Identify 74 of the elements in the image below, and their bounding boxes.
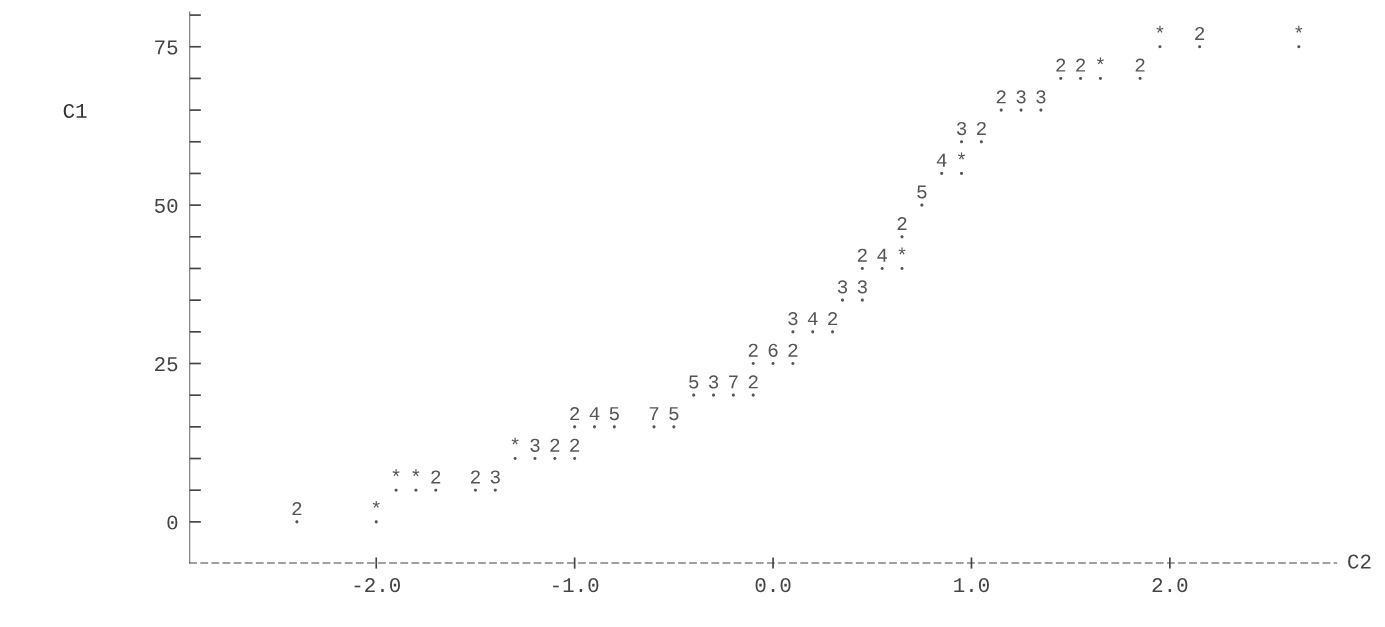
text: 2: [1135, 58, 1145, 72]
text: *: [1295, 25, 1303, 33]
text: 5: [917, 185, 927, 199]
text: 2: [1056, 58, 1066, 72]
text: 2: [996, 90, 1006, 104]
text: 3: [788, 312, 798, 326]
point: [1098, 76, 1102, 80]
x-tick-label: -1.0: [553, 578, 599, 593]
text: 2: [976, 121, 986, 135]
text: *: [1156, 25, 1164, 33]
point: [295, 520, 299, 524]
point: [860, 266, 864, 271]
text: 2: [788, 343, 798, 357]
x-tick-label: 1.0: [954, 578, 989, 593]
point: [1297, 45, 1301, 49]
text: 2: [828, 312, 838, 326]
text: 3: [857, 280, 867, 294]
point: [920, 203, 924, 207]
text: *: [1096, 57, 1104, 65]
point: [959, 171, 964, 175]
point: [751, 393, 755, 397]
text: 2: [748, 375, 758, 389]
text: *: [392, 469, 400, 477]
text: 2: [1195, 26, 1205, 40]
text: 2: [570, 438, 580, 452]
text: 3: [530, 438, 540, 452]
text: 3: [837, 280, 848, 294]
point: [533, 456, 537, 461]
text: 2: [857, 248, 867, 262]
text: 2: [748, 343, 758, 357]
text: 4: [807, 312, 818, 326]
point: [1039, 108, 1043, 112]
text: 2: [550, 438, 560, 452]
x-tick-label: 0.0: [755, 578, 791, 593]
y-tick-label: 75: [155, 40, 178, 55]
text: 4: [589, 407, 600, 421]
text: 2: [431, 470, 441, 484]
point: [900, 266, 904, 271]
series-label: 7: [729, 375, 738, 389]
text: 5: [689, 375, 699, 389]
text: 3: [1016, 90, 1026, 104]
point: [672, 425, 676, 429]
text: 3: [956, 121, 967, 136]
series-label: 5: [609, 407, 619, 421]
text: 2: [897, 216, 907, 230]
text: *: [372, 500, 380, 508]
point: [573, 456, 577, 461]
text: *: [898, 247, 906, 255]
text: 5: [669, 407, 679, 421]
y-tick-label: 25: [155, 357, 178, 372]
x-tick-label: -2.0: [354, 578, 400, 593]
series-label: 2: [1076, 58, 1086, 72]
x-axis-title: C2: [1348, 554, 1371, 569]
text: 3: [490, 470, 500, 484]
y-tick-label: 50: [154, 198, 178, 213]
series-label: 6: [768, 343, 778, 357]
text: 2: [570, 407, 580, 421]
text: 3: [1036, 90, 1046, 104]
text: *: [511, 437, 519, 445]
series-label: 3: [708, 375, 719, 389]
text: 2: [292, 502, 302, 516]
text: *: [958, 152, 966, 160]
text: 7: [649, 407, 659, 421]
text: 2: [470, 470, 480, 484]
y-tick-label: 0: [167, 515, 178, 530]
point: [434, 488, 438, 492]
point: [811, 330, 815, 334]
y-axis-title: C1: [63, 103, 87, 119]
point: [1079, 76, 1083, 80]
series-label: *: [412, 469, 420, 477]
point: [940, 171, 944, 175]
x-tick-label: 2.0: [1152, 578, 1188, 593]
series-label: 4: [936, 153, 947, 167]
text: 4: [877, 248, 888, 262]
